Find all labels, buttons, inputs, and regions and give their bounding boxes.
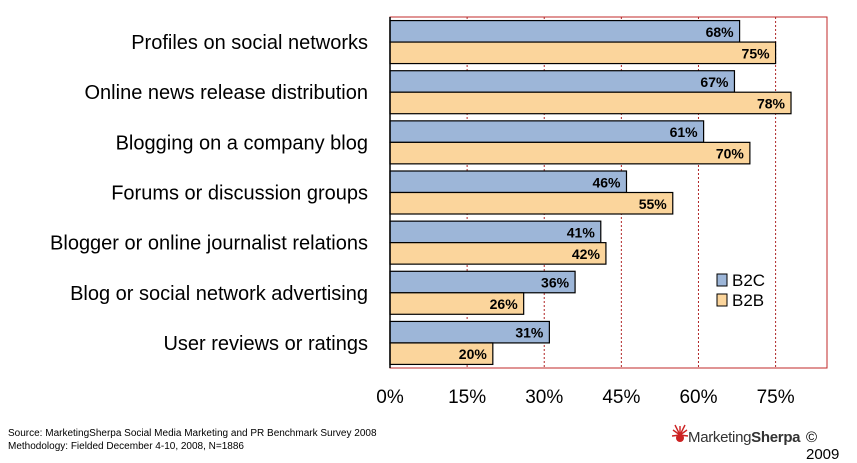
value-label-b2b-blogger-or-online-journalist-relations: 42% <box>572 246 601 262</box>
legend-label-b2b: B2B <box>732 291 764 310</box>
legend-swatch-b2b <box>716 293 728 307</box>
bar-chart: 68% 75% Profiles on social networks 67% 78% O… <box>50 16 828 408</box>
value-label-b2c-blogger-or-online-journalist-relations: 41% <box>567 224 596 240</box>
legend-swatch-b2c <box>716 273 728 287</box>
value-label-b2b-user-reviews-or-ratings: 20% <box>459 346 488 362</box>
value-label-b2c-forums-or-discussion-groups: 46% <box>592 174 621 190</box>
x-tick-label-0: 0% <box>376 387 404 408</box>
category-label-forums-or-discussion-groups: Forums or discussion groups <box>111 183 368 205</box>
category-label-online-news-release-distribution: Online news release distribution <box>85 82 369 104</box>
bar-b2b-forums-or-discussion-groups <box>389 191 674 215</box>
brand-name-part1: Marketing <box>688 429 752 446</box>
category-label-profiles-on-social-networks: Profiles on social networks <box>131 32 368 54</box>
source-note: Source: MarketingSherpa Social Media Mar… <box>8 428 377 439</box>
x-tick-label-75: 75% <box>757 387 795 408</box>
methodology-note: Methodology: Fielded December 4-10, 2008… <box>8 441 244 452</box>
copyright-text: © 2009 <box>806 429 840 463</box>
value-label-b2c-user-reviews-or-ratings: 31% <box>515 325 544 341</box>
value-label-b2b-profiles-on-social-networks: 75% <box>742 45 771 61</box>
x-tick-label-60: 60% <box>679 387 717 408</box>
value-label-b2b-forums-or-discussion-groups: 55% <box>639 196 668 212</box>
bar-b2b-online-news-release-distribution <box>389 91 792 115</box>
bar-b2c-forums-or-discussion-groups <box>389 170 628 194</box>
category-label-blog-or-social-network-advertising: Blog or social network advertising <box>70 283 368 305</box>
value-label-b2c-online-news-release-distribution: 67% <box>700 74 729 90</box>
bar-b2b-blogging-on-a-company-blog <box>389 141 751 165</box>
bar-b2c-blogging-on-a-company-blog <box>389 120 705 143</box>
value-label-b2b-blog-or-social-network-advertising: 26% <box>490 296 519 312</box>
value-label-b2b-online-news-release-distribution: 78% <box>757 95 786 111</box>
value-label-b2c-profiles-on-social-networks: 68% <box>706 24 735 40</box>
value-label-b2c-blogging-on-a-company-blog: 61% <box>670 124 699 140</box>
x-tick-label-15: 15% <box>448 387 486 408</box>
brand-logo: MarketingSherpa © 2009 <box>672 424 852 463</box>
value-label-b2b-blogging-on-a-company-blog: 70% <box>716 146 745 162</box>
x-tick-label-45: 45% <box>602 387 640 408</box>
category-label-blogger-or-online-journalist-relations: Blogger or online journalist relations <box>50 233 368 255</box>
bar-b2c-online-news-release-distribution <box>389 70 736 93</box>
category-label-user-reviews-or-ratings: User reviews or ratings <box>163 333 368 355</box>
category-label-blogging-on-a-company-blog: Blogging on a company blog <box>116 132 368 154</box>
x-tick-label-30: 30% <box>525 387 563 408</box>
sun-logo-icon <box>672 424 688 442</box>
brand-name-part2: Sherpa <box>751 429 801 446</box>
value-label-b2c-blog-or-social-network-advertising: 36% <box>541 275 570 291</box>
bar-b2b-profiles-on-social-networks <box>389 41 777 65</box>
bar-b2c-profiles-on-social-networks <box>389 19 741 43</box>
legend-label-b2c: B2C <box>732 271 765 290</box>
